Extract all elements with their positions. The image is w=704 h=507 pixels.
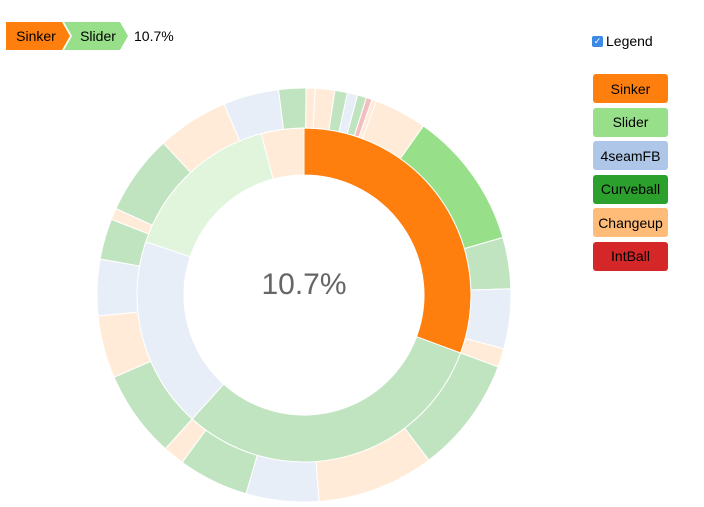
legend-item-intball[interactable]: IntBall (593, 241, 668, 271)
breadcrumb-label: Slider (80, 28, 116, 44)
legend-toggle-label: Legend (606, 33, 653, 49)
legend-item-sinker[interactable]: Sinker (593, 74, 668, 103)
legend-toggle[interactable]: ✓ Legend (592, 33, 653, 49)
legend-item-label: 4seamFB (600, 147, 661, 164)
checkbox-icon[interactable]: ✓ (592, 35, 603, 47)
breadcrumb-item[interactable]: Slider (64, 22, 128, 50)
outer-arc-curveball[interactable] (278, 87, 307, 130)
legend-item-label: Curveball (600, 181, 661, 197)
legend-item-label: IntBall (611, 248, 650, 264)
legend-item-label: Changeup (598, 214, 663, 231)
center-percentage: 10.7% (261, 268, 346, 301)
legend-item-4seamfb[interactable]: 4seamFB (593, 141, 668, 170)
legend-item-changeup[interactable]: Changeup (593, 208, 668, 237)
breadcrumb-item[interactable]: Sinker (6, 22, 70, 50)
legend-item-curveball[interactable]: Curveball (593, 174, 668, 204)
breadcrumb-percentage: 10.7% (134, 28, 174, 44)
breadcrumb-chevron (64, 22, 128, 50)
outer-arc-4seamfb[interactable] (245, 454, 320, 503)
outer-arc-changeup[interactable] (358, 98, 378, 140)
legend-item-label: Slider (612, 114, 649, 130)
legend: Sinker Slider 4seamFB Curveball Changeup IntB… (593, 74, 668, 275)
legend-item-slider[interactable]: Slider (593, 107, 668, 137)
legend-item-label: Sinker (610, 80, 651, 97)
breadcrumb-chevron (6, 22, 70, 50)
breadcrumb-label: Sinker (16, 28, 56, 44)
outer-arc-4seamfb[interactable] (96, 258, 141, 317)
breadcrumb-trail: Sinker Slider 10.7% (6, 22, 174, 50)
breadcrumb: Sinker Slider 10.7% (6, 22, 306, 50)
